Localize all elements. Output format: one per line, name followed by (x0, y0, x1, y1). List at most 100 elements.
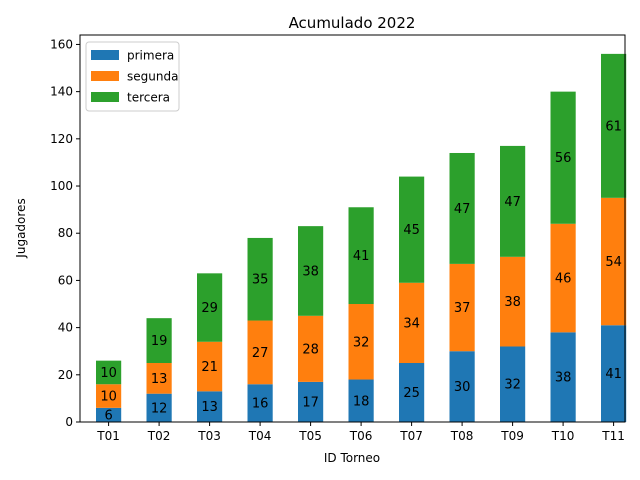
bar-label-segunda-T10: 46 (555, 272, 572, 287)
bar-label-tercera-T05: 38 (302, 264, 319, 279)
bar-label-segunda-T08: 37 (454, 301, 471, 316)
y-tick-label-20: 20 (58, 368, 73, 382)
legend-swatch-primera (91, 50, 119, 60)
bar-label-primera-T05: 17 (302, 395, 319, 410)
bar-label-segunda-T03: 21 (201, 360, 218, 375)
legend-swatch-tercera (91, 92, 119, 102)
bar-label-tercera-T10: 56 (555, 151, 572, 166)
bar-label-tercera-T08: 47 (454, 202, 471, 217)
bar-primera-T03 (197, 391, 223, 422)
bar-label-primera-T02: 12 (151, 401, 168, 416)
x-axis-label: ID Torneo (324, 451, 380, 465)
bar-primera-T04 (247, 384, 273, 422)
plot-frame (79, 34, 626, 423)
y-tick-label-140: 140 (50, 85, 73, 99)
bar-label-tercera-T02: 19 (151, 334, 168, 349)
bar-tercera-T01 (96, 360, 122, 385)
bar-segunda-T01 (96, 384, 122, 408)
bar-segunda-T02 (146, 363, 172, 394)
bar-label-primera-T07: 25 (403, 386, 420, 401)
x-tick-label-T07: T07 (399, 429, 423, 443)
bar-label-tercera-T06: 41 (353, 249, 370, 264)
y-axis: 0 20 40 60 80 100 120 140 160 (50, 37, 80, 429)
bar-label-primera-T06: 18 (353, 394, 370, 409)
chart-title: Acumulado 2022 (289, 14, 416, 32)
bar-primera-T10 (550, 332, 576, 422)
legend: primera segunda tercera (85, 41, 180, 112)
x-tick-label-T02: T02 (147, 429, 171, 443)
x-tick-label-T03: T03 (197, 429, 221, 443)
bar-segunda-T05 (298, 315, 324, 382)
bar-primera-T09 (500, 346, 526, 422)
bar-label-tercera-T01: 10 (100, 366, 117, 381)
bar-segunda-T10 (550, 223, 576, 333)
bar-segunda-T09 (500, 256, 526, 347)
bar-label-segunda-T02: 13 (151, 372, 168, 387)
bar-labels-layer: 6 12 13 16 17 18 25 30 32 38 41 10 13 21 27 28 32 34 37 38 4… (100, 119, 622, 423)
y-tick-label-40: 40 (58, 321, 73, 335)
y-tick-label-60: 60 (58, 273, 73, 287)
x-tick-label-T05: T05 (298, 429, 322, 443)
y-tick-label-80: 80 (58, 226, 73, 240)
legend-swatch-segunda (91, 71, 119, 81)
bar-label-primera-T03: 13 (201, 400, 218, 415)
x-tick-label-T11: T11 (601, 429, 625, 443)
x-tick-label-T01: T01 (96, 429, 120, 443)
bars-layer (96, 53, 627, 422)
bar-tercera-T02 (146, 318, 172, 364)
bar-label-primera-T11: 41 (605, 367, 622, 382)
y-tick-label-0: 0 (65, 415, 73, 429)
x-tick-label-T10: T10 (551, 429, 575, 443)
bar-label-segunda-T04: 27 (252, 346, 269, 361)
bar-segunda-T04 (247, 320, 273, 385)
bar-tercera-T07 (399, 176, 425, 283)
x-tick-label-T06: T06 (349, 429, 373, 443)
bar-label-primera-T10: 38 (555, 371, 572, 386)
x-tick-label-T08: T08 (450, 429, 474, 443)
bar-segunda-T03 (197, 341, 223, 392)
legend-label-segunda: segunda (127, 70, 178, 84)
bar-label-primera-T01: 6 (104, 408, 112, 423)
legend-label-tercera: tercera (127, 91, 170, 105)
bar-segunda-T06 (348, 304, 374, 380)
x-tick-label-T04: T04 (248, 429, 272, 443)
legend-label-primera: primera (127, 49, 174, 63)
bar-label-segunda-T06: 32 (353, 335, 370, 350)
bar-primera-T06 (348, 379, 374, 422)
bar-primera-T07 (399, 363, 425, 422)
bar-tercera-T10 (550, 91, 576, 224)
bar-label-primera-T08: 30 (454, 380, 471, 395)
bar-tercera-T08 (449, 152, 475, 264)
bar-tercera-T03 (197, 273, 223, 342)
bar-segunda-T07 (399, 282, 425, 364)
bar-tercera-T04 (247, 237, 273, 321)
bar-primera-T02 (146, 393, 172, 422)
bar-label-primera-T04: 16 (252, 397, 269, 412)
bar-tercera-T05 (298, 226, 324, 316)
y-tick-label-120: 120 (50, 132, 73, 146)
bar-primera-T11 (601, 325, 627, 422)
bar-segunda-T11 (601, 197, 627, 326)
bar-primera-T08 (449, 351, 475, 422)
bar-tercera-T06 (348, 207, 374, 305)
bar-segunda-T08 (449, 263, 475, 352)
y-tick-label-160: 160 (50, 37, 73, 51)
x-axis: T01 T02 T03 T04 T05 T06 T07 T08 T09 T10 T11 (96, 422, 625, 443)
bar-tercera-T11 (601, 53, 627, 198)
x-tick-label-T09: T09 (500, 429, 524, 443)
bar-label-segunda-T11: 54 (605, 255, 622, 270)
bar-label-tercera-T07: 45 (403, 223, 420, 238)
bar-primera-T05 (298, 381, 324, 422)
y-axis-label: Jugadores (14, 198, 28, 258)
y-tick-label-100: 100 (50, 179, 73, 193)
bar-tercera-T09 (500, 145, 526, 257)
bar-label-segunda-T01: 10 (100, 390, 117, 405)
bar-label-tercera-T04: 35 (252, 273, 269, 288)
bar-label-tercera-T09: 47 (504, 195, 521, 210)
bar-label-segunda-T07: 34 (403, 316, 420, 331)
bar-label-segunda-T05: 28 (302, 342, 319, 357)
bar-label-segunda-T09: 38 (504, 295, 521, 310)
bar-label-tercera-T11: 61 (605, 119, 622, 134)
bar-primera-T01 (96, 407, 122, 422)
